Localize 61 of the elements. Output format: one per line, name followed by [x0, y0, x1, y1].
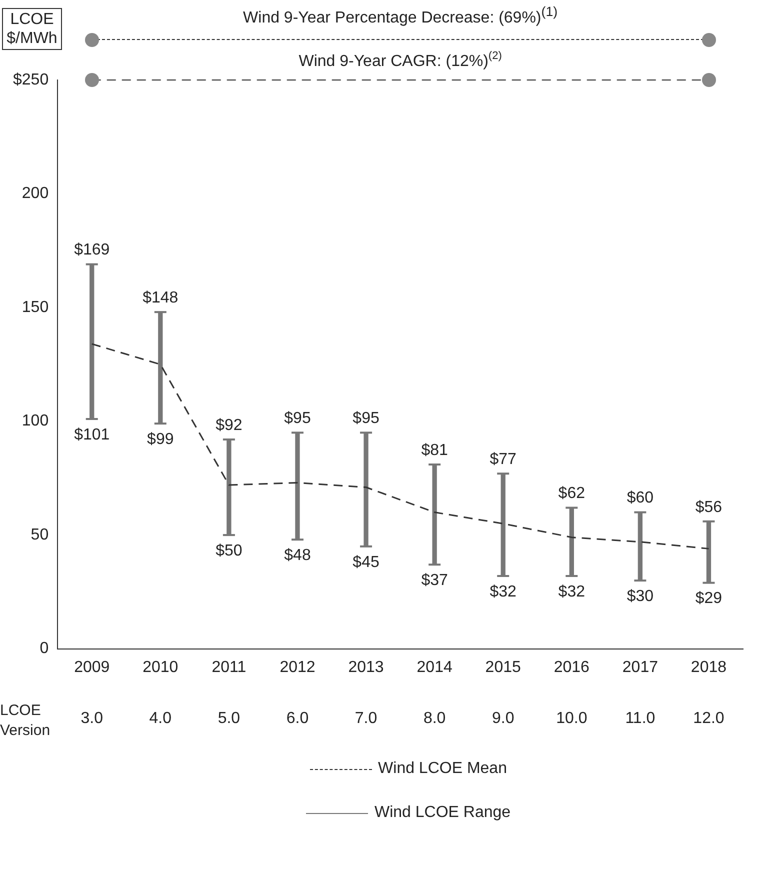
text: Wind 9-Year Percentage Decrease: (69%)$^{(1)}$ [243, 4, 558, 28]
bar [364, 432, 368, 547]
text: LCOE Version [0, 700, 50, 741]
text: 11.0 [625, 710, 656, 728]
text: 7.0 [354, 710, 378, 728]
text: 8.0 [423, 710, 446, 728]
y-tick-label: $250 [13, 71, 49, 88]
annotation: $95 [284, 410, 311, 428]
x-tick-label: 2009 [74, 658, 110, 676]
legend-label: Wind LCOE Mean [378, 760, 507, 778]
bar [706, 521, 712, 584]
x-tick-label: 2017 [622, 658, 658, 676]
text: 12.0 [693, 710, 724, 728]
x-tick-label: 2011 [212, 658, 246, 676]
annotation: $50 [216, 542, 242, 560]
annotation: $48 [284, 546, 311, 564]
y-tick-label: 150 [22, 298, 49, 316]
x-tick-label: 2010 [142, 658, 178, 676]
text: 10.0 [556, 710, 588, 728]
annotation: $56 [695, 498, 722, 516]
bar [295, 432, 300, 540]
annotation: $62 [558, 485, 586, 502]
annotation: $45 [352, 554, 380, 571]
bar [90, 264, 94, 420]
annotation: $30 [626, 588, 654, 605]
annotation: $60 [626, 490, 654, 507]
text: 5.0 [218, 710, 240, 728]
annotation: $77 [490, 451, 517, 468]
x-tick-label: 2015 [485, 658, 522, 676]
annotation: $37 [421, 572, 448, 590]
text: 6.0 [286, 710, 309, 728]
bar [226, 439, 232, 536]
x-tick-label: 2012 [280, 658, 316, 676]
annotation: $32 [558, 583, 586, 600]
annotation: $95 [352, 410, 380, 428]
annotation: $29 [695, 590, 722, 608]
bar [158, 312, 163, 424]
text: 9.0 [492, 710, 514, 728]
legend-label: Wind LCOE Range [374, 804, 511, 822]
y-tick-label: 100 [22, 412, 49, 430]
bar [500, 473, 506, 576]
annotation: $81 [421, 442, 448, 459]
bar [432, 464, 437, 565]
annotation: $169 [74, 242, 110, 259]
annotation: $99 [147, 430, 174, 448]
x-tick-label: 2014 [416, 658, 452, 676]
text: 3.0 [80, 710, 104, 728]
bar [638, 512, 643, 581]
annotation: $101 [74, 426, 110, 444]
annotation: $148 [142, 289, 178, 306]
y-tick-label: 0 [40, 640, 49, 658]
x-tick-label: 2013 [348, 658, 384, 676]
y-tick-label: 50 [30, 526, 49, 544]
y-axis-title: LCOE $/MWh [2, 8, 62, 50]
bar [569, 507, 574, 576]
annotation: $32 [490, 583, 517, 600]
y-tick-label: 200 [22, 185, 49, 202]
annotation: $92 [216, 416, 242, 434]
x-tick-label: 2016 [554, 658, 590, 676]
text: 4.0 [149, 710, 172, 728]
x-tick-label: 2018 [690, 658, 727, 676]
